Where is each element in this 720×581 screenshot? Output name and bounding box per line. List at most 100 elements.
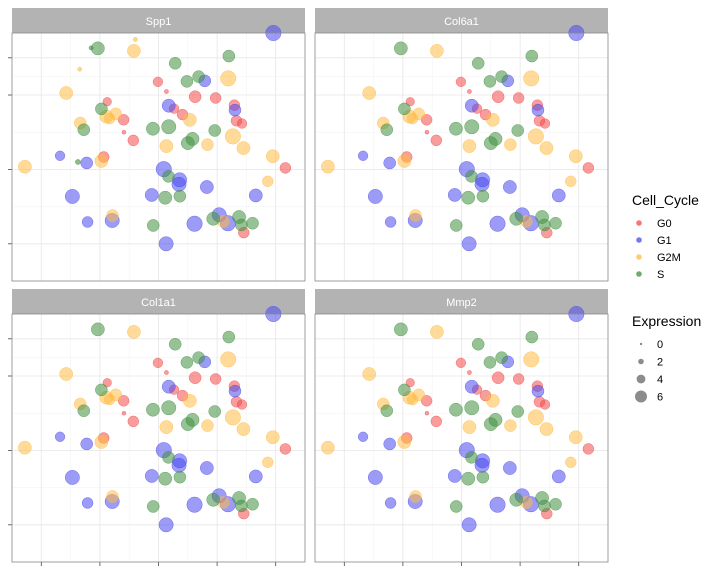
data-point-g0 (121, 410, 127, 416)
data-point-s (192, 351, 205, 364)
data-point-s (158, 471, 173, 486)
data-point-g2m (430, 325, 444, 339)
data-point-g2m (397, 435, 412, 449)
data-point-g1 (54, 431, 66, 442)
data-point-g1 (186, 496, 203, 513)
data-point-s (525, 49, 539, 63)
data-point-s (161, 119, 177, 135)
data-point-g2m (236, 141, 251, 155)
data-point-s (449, 500, 463, 513)
data-point-g1 (172, 172, 188, 188)
data-point-g1 (64, 470, 80, 485)
data-point-s (208, 124, 222, 137)
data-point-g1 (228, 384, 242, 398)
data-point-g1 (228, 103, 242, 117)
data-point-g1 (551, 469, 566, 484)
data-point-s (75, 159, 81, 165)
legend-size-key (639, 342, 643, 346)
data-point-g1 (502, 461, 517, 475)
data-point-g2m (59, 86, 74, 100)
data-point-g0 (491, 371, 505, 385)
data-point-s (483, 356, 497, 369)
data-point-g2m (265, 430, 280, 445)
data-point-g1 (357, 150, 369, 161)
legend-title-expression: Expression (632, 313, 701, 329)
data-point-s (511, 405, 525, 418)
facet-strip (12, 8, 305, 33)
data-point-g0 (467, 89, 472, 94)
legend-label-g0: G0 (657, 218, 672, 230)
facet-strip-label: Mmp2 (446, 297, 477, 309)
data-point-g1 (461, 517, 477, 533)
data-point-g2m (18, 440, 32, 455)
data-point-g2m (262, 456, 274, 469)
facet-strip (315, 289, 608, 314)
data-point-g2m (406, 393, 419, 406)
data-point-s (380, 404, 394, 417)
data-point-g2m (103, 112, 116, 125)
facet-panel-mmp2: Mmp2 (314, 289, 609, 566)
legend-size-key (638, 358, 644, 365)
data-point-g0 (539, 118, 551, 129)
data-point-g1 (81, 216, 94, 228)
data-point-s (398, 102, 411, 116)
data-point-s (488, 132, 503, 146)
data-point-s (465, 451, 478, 464)
legend-title-cell-cycle: Cell_Cycle (632, 192, 699, 208)
data-point-s (449, 121, 463, 136)
data-point-g2m (94, 435, 109, 449)
data-point-g1 (81, 497, 94, 509)
data-point-g1 (199, 180, 214, 194)
data-point-s (185, 413, 200, 427)
data-point-s (158, 190, 173, 205)
data-point-g2m (527, 409, 544, 426)
legend-swatch-g2m (636, 254, 642, 260)
data-point-g2m (406, 112, 419, 125)
facet-strip (315, 8, 608, 33)
data-point-g2m (321, 440, 335, 455)
data-point-g2m (220, 351, 237, 368)
data-point-s (90, 322, 105, 337)
data-point-g2m (504, 138, 517, 151)
data-point-g0 (430, 134, 443, 147)
data-point-s (222, 49, 236, 63)
data-point-g2m (127, 44, 141, 58)
data-point-s (393, 41, 408, 56)
data-point-g0 (279, 443, 292, 455)
data-point-g1 (502, 180, 517, 194)
data-point-g2m (539, 141, 554, 155)
data-point-g1 (161, 379, 176, 394)
data-point-g1 (464, 379, 479, 394)
data-point-g0 (236, 118, 248, 129)
data-point-g1 (80, 437, 93, 451)
data-point-g2m (265, 149, 280, 164)
data-point-g0 (491, 90, 505, 104)
data-point-s (471, 56, 485, 70)
data-point-g1 (464, 98, 479, 113)
data-point-g1 (475, 172, 491, 188)
facet-panel-col6a1: Col6a1 (314, 8, 609, 282)
data-point-s (461, 190, 476, 205)
data-point-g1 (475, 453, 491, 469)
data-point-s (525, 330, 539, 344)
data-point-g1 (447, 188, 462, 202)
data-point-g2m (568, 149, 583, 164)
data-point-g1 (172, 453, 188, 469)
data-point-g0 (164, 89, 169, 94)
data-point-g2m (362, 367, 377, 381)
data-point-s (509, 211, 524, 226)
legend-swatch-g0 (636, 220, 642, 226)
data-point-g2m (565, 456, 577, 469)
data-point-s (449, 219, 463, 232)
data-point-g1 (383, 156, 396, 170)
data-point-s (77, 404, 91, 417)
data-point-g2m (77, 66, 83, 72)
data-point-g2m (486, 393, 500, 408)
data-point-g1 (461, 236, 477, 252)
facet-panel-spp1: Spp1 (8, 8, 306, 282)
data-point-g2m (504, 419, 517, 432)
data-point-s (449, 402, 463, 417)
data-point-g2m (523, 351, 540, 368)
data-point-s (538, 499, 551, 513)
